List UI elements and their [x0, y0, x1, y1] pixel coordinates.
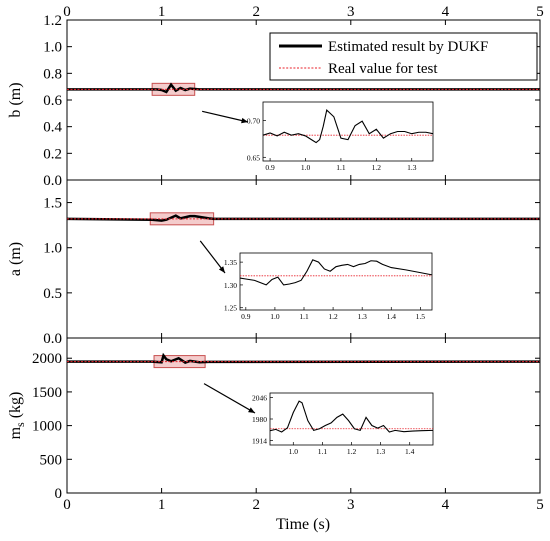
y-axis-title: b (m) — [7, 82, 24, 117]
x-tick-label: 1 — [158, 497, 166, 513]
y-axis-title: a (m) — [7, 242, 24, 276]
inset-y-tick-label: 2046 — [252, 394, 267, 403]
inset-estimated-line — [262, 109, 434, 144]
legend-label-real: Real value for test — [328, 61, 438, 77]
inset-x-tick-label: 1.2 — [347, 447, 357, 456]
x-tick-label: 4 — [442, 497, 450, 513]
legend-frame — [269, 32, 538, 81]
plot-frame — [66, 337, 541, 494]
y-tick-label: 1.2 — [43, 13, 62, 29]
panel-b: 0 1 2 3 4 5 0.0 0.2 0.4 0.6 0.8 1.0 1.2 b (m) 0.9 1.0 1.… — [7, 4, 544, 189]
inset-x-tick-label: 1.2 — [372, 163, 382, 172]
legend-label-estimate: Estimated result by DUKF — [328, 39, 488, 55]
y-axis-title: ms (kg) — [7, 392, 27, 440]
legend: Estimated result by DUKF Real value for … — [269, 32, 538, 81]
series-estimated-line — [66, 214, 540, 222]
y-tick-label: 1000 — [32, 419, 62, 435]
inset-x-tick-label: 0.9 — [241, 312, 251, 321]
inset-x-tick-label: 1.2 — [328, 312, 338, 321]
inset-x-tick-label: 1.1 — [299, 312, 309, 321]
inset-x-tick-label: 1.1 — [318, 447, 328, 456]
inset-frame — [239, 252, 433, 311]
inset-estimated-line — [269, 400, 434, 433]
inset-x-tick-label: 1.4 — [405, 447, 415, 456]
zoom-arrow-head — [218, 266, 225, 273]
y-axis-title-base: m — [7, 426, 24, 439]
x-tick-label-top: 4 — [442, 4, 450, 20]
inset-estimated-line — [239, 259, 433, 286]
zoom-arrow — [203, 383, 256, 414]
inset-y-tick-label: 0.70 — [247, 116, 260, 125]
y-tick-label: 0.5 — [43, 286, 62, 302]
inset-y-tick-label: 1.35 — [224, 258, 237, 267]
y-tick-label: 1.5 — [43, 196, 62, 212]
inset-x-tick-label: 1.5 — [416, 312, 426, 321]
y-tick-label: 1.0 — [43, 40, 62, 56]
y-tick-label: 0.8 — [43, 66, 62, 82]
y-tick-label: 1.0 — [43, 241, 62, 257]
inset-x-tick-label: 1.0 — [270, 312, 280, 321]
inset-y-tick-label: 1.25 — [224, 304, 237, 313]
series-estimated-line — [67, 82, 540, 94]
inset-x-tick-label: 1.0 — [289, 447, 299, 456]
series-estimated-line — [67, 352, 541, 364]
y-tick-label: 2000 — [32, 351, 62, 367]
x-axis-title: Time (s) — [276, 516, 330, 533]
x-tick-label-top: 1 — [158, 4, 166, 20]
y-tick-label: 500 — [40, 452, 63, 468]
inset-x-tick-label: 1.1 — [336, 163, 346, 172]
inset-y-tick-label: 0.65 — [247, 153, 260, 162]
y-tick-label: 0.4 — [43, 120, 62, 136]
x-tick-label: 0 — [63, 497, 71, 513]
y-tick-label: 1500 — [32, 385, 62, 401]
y-tick-label: 0.6 — [43, 93, 62, 109]
inset-frame — [262, 101, 434, 162]
inset-y-tick-label: 1980 — [252, 415, 267, 424]
x-tick-label-top: 5 — [536, 4, 544, 20]
inset-x-tick-label: 1.0 — [301, 163, 311, 172]
inset-y-tick-label: 1.30 — [224, 281, 237, 290]
y-axis-title-subscript: s — [13, 422, 27, 427]
y-tick-label: 0.2 — [43, 146, 62, 162]
x-tick-label: 5 — [536, 497, 544, 513]
x-tick-label-top: 3 — [347, 4, 355, 20]
x-tick-label: 2 — [252, 497, 260, 513]
panel-a: 0.0 0.5 1.0 1.5 a (m) 0.9 1.0 1.1 1.2 1.3 1.4 1.5 1.… — [7, 179, 541, 347]
y-tick-label: 0.0 — [43, 173, 62, 189]
y-axis-title-unit: (kg) — [7, 392, 24, 423]
y-tick-label: 0 — [55, 486, 63, 502]
x-tick-label-top: 2 — [252, 4, 260, 20]
inset-x-tick-label: 1.4 — [387, 312, 397, 321]
inset-frame — [269, 392, 434, 446]
inset-y-tick-label: 1914 — [252, 436, 267, 445]
inset-x-tick-label: 1.3 — [407, 163, 417, 172]
zoom-arrow-head — [248, 407, 255, 413]
x-tick-label-top: 0 — [63, 4, 71, 20]
zoom-arrow — [202, 110, 249, 123]
zoom-arrow-head — [241, 117, 248, 124]
panel-ms: 0 1 2 3 4 5 0 500 1000 1500 2000 ms (kg) 1.0 1.1 1.2 1.… — [7, 337, 544, 513]
inset-x-tick-label: 1.3 — [376, 447, 386, 456]
inset-x-tick-label: 1.3 — [357, 312, 367, 321]
inset-x-tick-label: 0.9 — [265, 163, 275, 172]
x-tick-label: 3 — [347, 497, 355, 513]
y-tick-label: 0.0 — [43, 331, 62, 347]
zoom-arrow — [199, 240, 226, 274]
